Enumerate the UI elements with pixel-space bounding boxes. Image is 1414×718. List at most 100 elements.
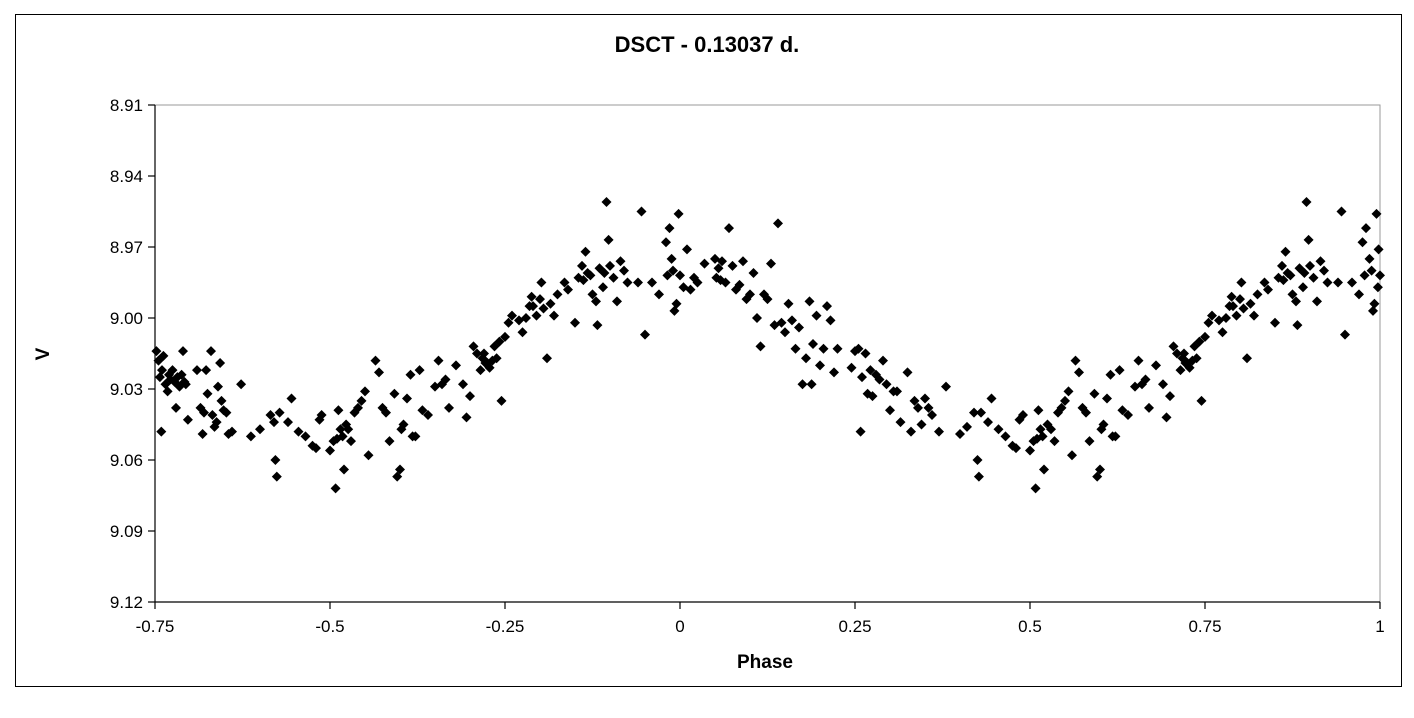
x-tick-label: 0.25 (838, 617, 871, 636)
data-point (1095, 464, 1105, 475)
data-point (699, 258, 710, 269)
data-point (440, 374, 451, 385)
data-point (286, 393, 297, 404)
x-ticks: -0.75 -0.5 -0.25 0 0.25 0.5 0.75 1 (136, 602, 1385, 636)
data-point (585, 270, 596, 281)
data-point (468, 341, 479, 352)
data-point (343, 424, 354, 435)
y-tick-label: 8.91 (110, 96, 143, 115)
data-point (1179, 348, 1189, 359)
chart-frame (15, 14, 1402, 687)
data-point (1364, 253, 1375, 264)
data-point (410, 431, 421, 442)
data-point (1133, 355, 1144, 366)
data-point (1217, 327, 1228, 338)
data-point (615, 256, 626, 267)
data-point (662, 270, 673, 281)
data-point (167, 365, 178, 376)
data-point (717, 256, 727, 267)
data-point (811, 310, 822, 321)
data-point (494, 336, 505, 347)
data-point (472, 348, 482, 359)
data-point (1277, 260, 1287, 271)
data-point (773, 218, 783, 229)
data-point (356, 395, 367, 406)
data-point (300, 431, 311, 442)
data-point (255, 424, 265, 435)
data-point (1359, 270, 1370, 281)
data-point (389, 388, 400, 399)
data-point (316, 410, 327, 421)
data-point (969, 407, 979, 418)
data-point (211, 417, 222, 428)
data-point (1151, 360, 1161, 371)
data-point (496, 395, 507, 406)
data-point (199, 407, 209, 418)
data-point (559, 277, 570, 288)
data-point (1194, 336, 1205, 347)
data-point (661, 237, 671, 248)
data-point (669, 305, 680, 316)
data-point (1259, 277, 1270, 288)
data-point (829, 367, 839, 378)
data-point (1285, 270, 1296, 281)
data-point (1291, 296, 1301, 307)
data-point (941, 381, 951, 392)
data-point (1000, 431, 1011, 442)
data-point (1336, 206, 1347, 217)
data-point (1158, 379, 1168, 390)
data-point (221, 407, 232, 418)
data-point (1060, 395, 1070, 406)
data-point (521, 313, 531, 323)
data-point (916, 419, 927, 430)
data-point (1011, 443, 1021, 454)
data-point (808, 339, 818, 350)
data-point (622, 277, 633, 288)
data-point (822, 301, 832, 312)
data-point (360, 386, 370, 397)
x-tick-label: -0.75 (136, 617, 175, 636)
y-tick-label: 9.09 (110, 522, 143, 541)
data-point (1018, 410, 1028, 421)
data-point (274, 407, 285, 418)
data-point (1207, 310, 1217, 321)
data-point (787, 315, 797, 326)
data-point (1063, 386, 1074, 397)
data-point (417, 405, 428, 416)
data-point (934, 426, 944, 437)
x-tick-label: 0 (675, 617, 684, 636)
data-point (832, 343, 843, 354)
data-point (1046, 424, 1056, 435)
data-point (526, 291, 537, 302)
data-point (414, 365, 425, 376)
data-point (1168, 341, 1179, 352)
data-point (853, 343, 864, 354)
data-point (815, 360, 825, 371)
data-point (1369, 298, 1380, 309)
data-point (1037, 431, 1048, 442)
data-point (1102, 393, 1112, 404)
data-point (465, 391, 475, 402)
data-point (402, 393, 412, 404)
data-point (491, 353, 502, 364)
x-tick-label: 0.75 (1188, 617, 1221, 636)
data-point (685, 284, 696, 295)
data-point (993, 424, 1004, 435)
data-point (752, 313, 762, 323)
data-point (976, 407, 986, 418)
data-point (738, 256, 748, 267)
data-point (1191, 353, 1202, 364)
data-point (1200, 331, 1210, 342)
x-tick-label: 0.5 (1018, 617, 1042, 636)
data-point (825, 315, 836, 326)
data-point (776, 317, 787, 328)
data-point (1298, 282, 1308, 293)
data-point (1347, 277, 1357, 288)
data-point (806, 379, 817, 390)
data-point (1105, 369, 1116, 380)
data-point (1315, 256, 1326, 267)
data-point (797, 379, 808, 390)
data-point (192, 365, 202, 376)
data-point (1033, 405, 1044, 416)
